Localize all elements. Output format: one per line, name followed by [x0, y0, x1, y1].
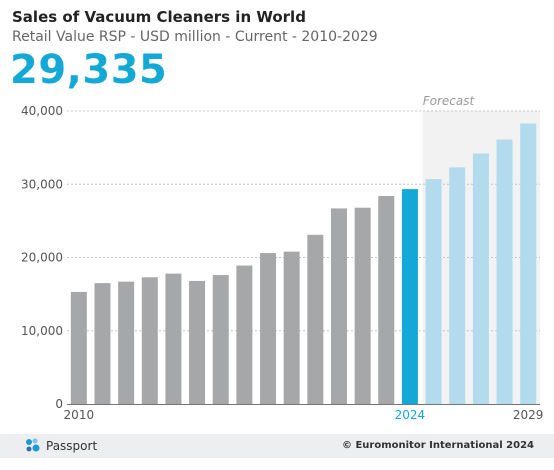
chart-subtitle: Retail Value RSP - USD million - Current…: [12, 29, 378, 45]
bar-2016: [212, 275, 229, 404]
bar-2028: [496, 139, 513, 404]
x-tick-label-2010: 2010: [64, 408, 95, 422]
passport-logo-icon: [26, 438, 40, 452]
chart-title: Sales of Vacuum Cleaners in World: [12, 8, 306, 26]
bar-2012: [118, 281, 135, 404]
passport-logo: Passport: [24, 437, 97, 455]
bar-2025: [425, 179, 442, 404]
bar-2013: [141, 277, 158, 404]
bar-2024: [401, 189, 418, 404]
footer-bar: Passport © Euromonitor International 202…: [0, 434, 554, 458]
copyright-text: © Euromonitor International 2024: [341, 440, 534, 451]
y-tick-label: 30,000: [21, 177, 63, 191]
brand-name: Passport: [46, 439, 98, 453]
y-tick-label: 0: [55, 397, 63, 411]
bar-2026: [449, 167, 466, 404]
bar-2019: [283, 251, 300, 404]
bar-chart: Forecast 0 10,000 20,000 30,000 40,000 2010 202…: [21, 94, 544, 422]
forecast-label: Forecast: [423, 94, 476, 108]
bar-2021: [330, 208, 347, 404]
bar-2020: [307, 234, 324, 404]
y-tick-label: 40,000: [21, 104, 63, 118]
bar-2023: [378, 195, 395, 404]
y-tick-label: 20,000: [21, 251, 63, 265]
x-tick-label-2024: 2024: [395, 408, 426, 422]
bar-2027: [472, 153, 489, 404]
x-tick-label-2029: 2029: [513, 408, 544, 422]
highlight-value: 29,335: [10, 47, 168, 93]
bar-2011: [94, 283, 111, 404]
bar-2029: [520, 123, 537, 404]
bar-2015: [189, 280, 206, 404]
bar-2010: [70, 291, 87, 404]
bar-2014: [165, 273, 182, 404]
bar-2018: [260, 253, 277, 404]
bar-2022: [354, 207, 371, 404]
y-tick-label: 10,000: [21, 324, 63, 338]
bar-2017: [236, 265, 253, 404]
